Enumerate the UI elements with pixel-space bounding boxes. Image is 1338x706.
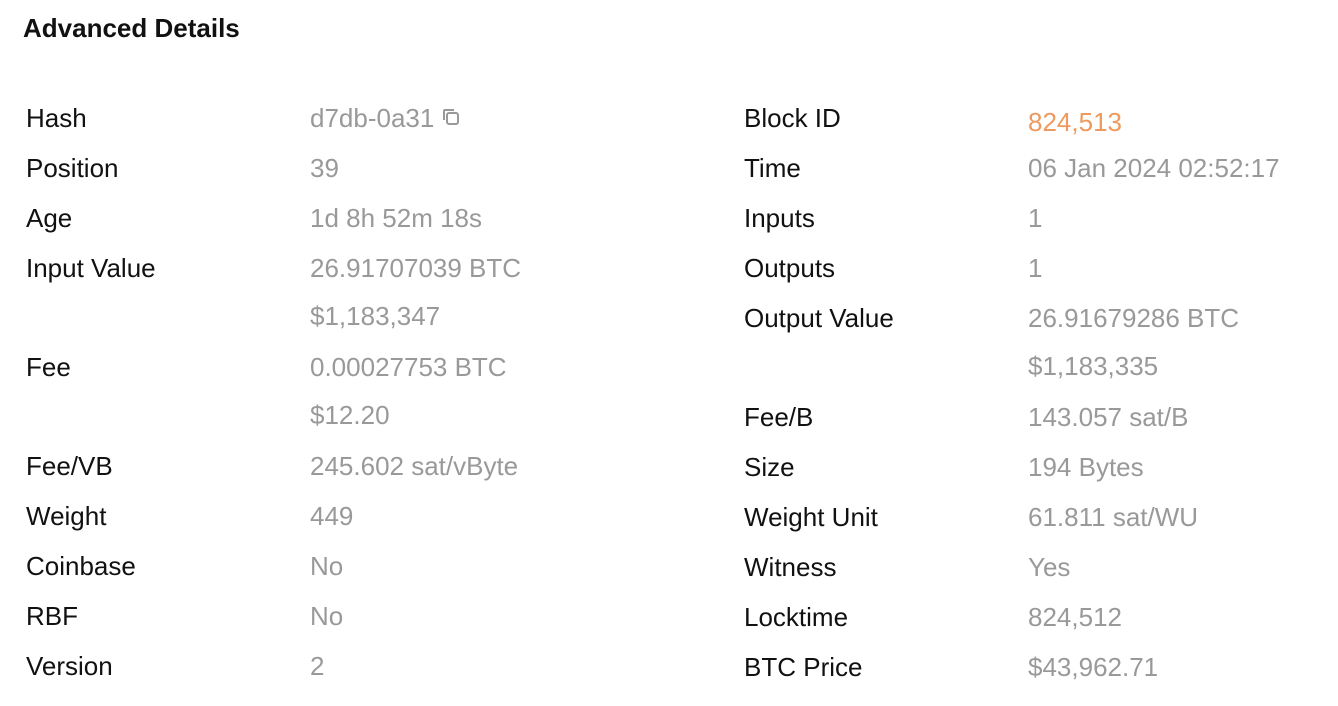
block-id-link[interactable]: 824,513 — [1028, 107, 1122, 137]
locktime-label: Locktime — [744, 602, 849, 632]
detail-row-size: Size 194 Bytes — [744, 445, 1334, 495]
detail-row-inputs: Inputs 1 — [744, 196, 1334, 246]
coinbase-value: No — [310, 551, 344, 581]
fee-vb-value: 245.602 sat/vByte — [310, 451, 519, 481]
detail-row-time: Time 06 Jan 2024 02:52:17 — [744, 146, 1334, 196]
detail-row-hash: Hash d7db-0a31 — [26, 96, 706, 146]
detail-row-weight: Weight 449 — [26, 494, 706, 544]
version-label: Version — [26, 651, 113, 681]
details-left-column: Hash d7db-0a31 Position 39 Age 1d 8h 52m… — [26, 96, 706, 694]
btc-price-label: BTC Price — [744, 652, 863, 682]
detail-row-position: Position 39 — [26, 146, 706, 196]
rbf-value: No — [310, 601, 344, 631]
weight-value: 449 — [310, 501, 354, 531]
detail-row-rbf: RBF No — [26, 594, 706, 644]
detail-row-btc-price: BTC Price $43,962.71 — [744, 645, 1334, 695]
age-label: Age — [26, 203, 73, 233]
position-label: Position — [26, 153, 119, 183]
btc-price-value: $43,962.71 — [1028, 652, 1159, 682]
details-right-column: Block ID 824,513 Time 06 Jan 2024 02:52:… — [744, 96, 1334, 695]
fee-usd: $12.20 — [310, 400, 390, 430]
detail-row-output-value: Output Value 26.91679286 BTC $1,183,335 — [744, 296, 1334, 395]
detail-row-witness: Witness Yes — [744, 545, 1334, 595]
witness-label: Witness — [744, 552, 837, 582]
detail-row-outputs: Outputs 1 — [744, 246, 1334, 296]
detail-row-age: Age 1d 8h 52m 18s — [26, 196, 706, 246]
hash-value[interactable]: d7db-0a31 — [310, 103, 435, 133]
inputs-value: 1 — [1028, 203, 1043, 233]
detail-row-version: Version 2 — [26, 644, 706, 694]
section-title: Advanced Details — [23, 13, 240, 43]
weight-label: Weight — [26, 501, 107, 531]
outputs-value: 1 — [1028, 253, 1043, 283]
rbf-label: RBF — [26, 601, 78, 631]
fee-btc: 0.00027753 BTC — [310, 352, 507, 382]
detail-row-input-value: Input Value 26.91707039 BTC $1,183,347 — [26, 246, 706, 345]
fee-b-label: Fee/B — [744, 402, 814, 432]
time-value: 06 Jan 2024 02:52:17 — [1028, 153, 1280, 183]
outputs-label: Outputs — [744, 253, 836, 283]
input-value-btc: 26.91707039 BTC — [310, 253, 522, 283]
detail-row-fee: Fee 0.00027753 BTC $12.20 — [26, 345, 706, 444]
input-value-usd: $1,183,347 — [310, 301, 441, 331]
age-value: 1d 8h 52m 18s — [310, 203, 483, 233]
hash-value-wrapper: d7db-0a31 — [310, 102, 462, 134]
size-label: Size — [744, 452, 795, 482]
block-id-label: Block ID — [744, 103, 841, 133]
inputs-label: Inputs — [744, 203, 815, 233]
position-value: 39 — [310, 153, 339, 183]
detail-row-coinbase: Coinbase No — [26, 544, 706, 594]
detail-row-weight-unit: Weight Unit 61.811 sat/WU — [744, 495, 1334, 545]
fee-label: Fee — [26, 352, 71, 382]
input-value-label: Input Value — [26, 253, 156, 283]
detail-row-block-id: Block ID 824,513 — [744, 96, 1334, 146]
output-value-btc: 26.91679286 BTC — [1028, 303, 1240, 333]
witness-value: Yes — [1028, 552, 1071, 582]
locktime-value: 824,512 — [1028, 602, 1122, 632]
detail-row-fee-vb: Fee/VB 245.602 sat/vByte — [26, 444, 706, 494]
size-value: 194 Bytes — [1028, 452, 1144, 482]
coinbase-label: Coinbase — [26, 551, 136, 581]
hash-label: Hash — [26, 103, 87, 133]
version-value: 2 — [310, 651, 325, 681]
detail-row-fee-b: Fee/B 143.057 sat/B — [744, 395, 1334, 445]
detail-row-locktime: Locktime 824,512 — [744, 595, 1334, 645]
fee-vb-label: Fee/VB — [26, 451, 113, 481]
weight-unit-value: 61.811 sat/WU — [1028, 502, 1199, 532]
fee-b-value: 143.057 sat/B — [1028, 402, 1189, 432]
output-value-label: Output Value — [744, 303, 894, 333]
output-value-usd: $1,183,335 — [1028, 351, 1159, 381]
time-label: Time — [744, 153, 801, 183]
copy-icon[interactable] — [440, 106, 462, 128]
weight-unit-label: Weight Unit — [744, 502, 878, 532]
